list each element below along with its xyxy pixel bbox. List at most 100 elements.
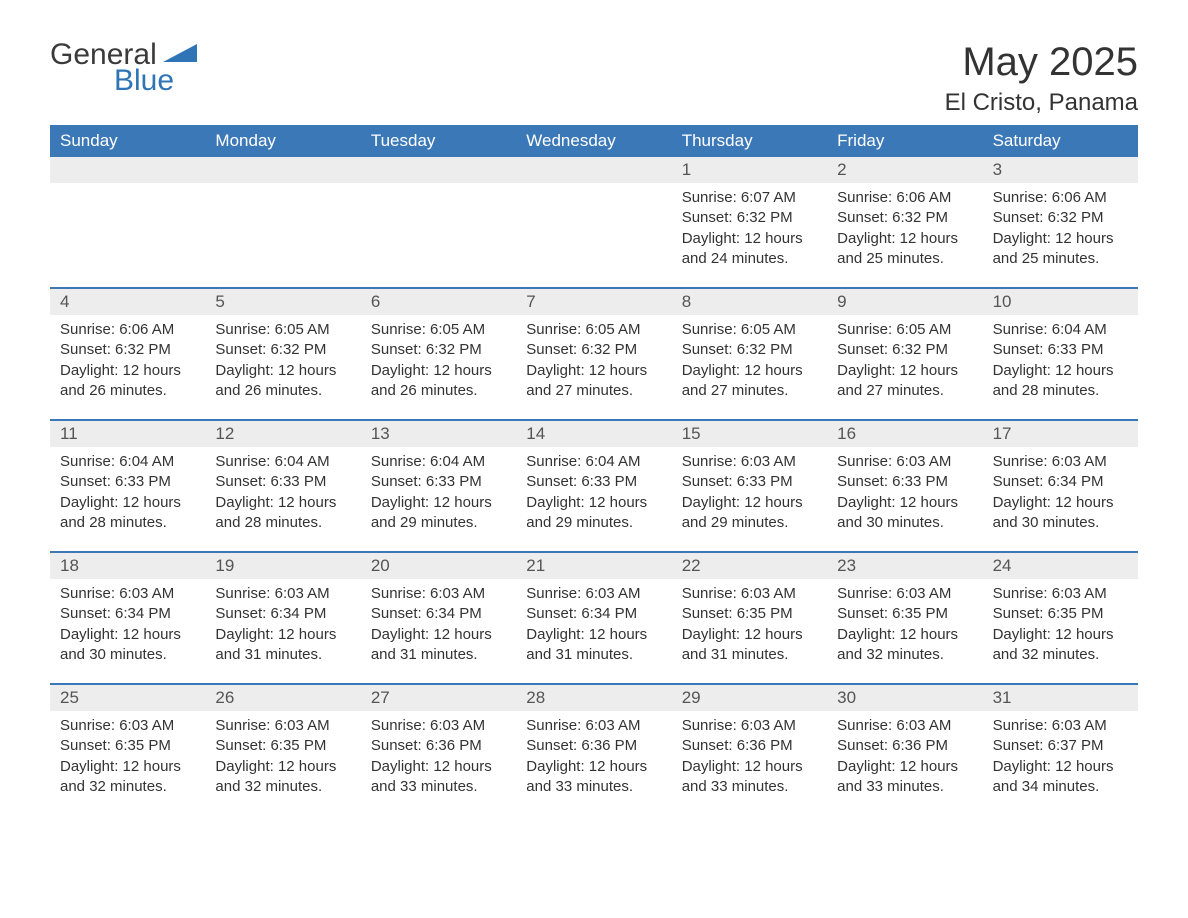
day-number: 9 bbox=[827, 289, 982, 315]
daylight-line: Daylight: 12 hours and 31 minutes. bbox=[371, 625, 506, 666]
sunset-line: Sunset: 6:32 PM bbox=[60, 340, 195, 360]
sunrise-line: Sunrise: 6:03 AM bbox=[60, 584, 195, 604]
sunset-line: Sunset: 6:33 PM bbox=[993, 340, 1128, 360]
sunset-line: Sunset: 6:32 PM bbox=[215, 340, 350, 360]
daylight-line: Daylight: 12 hours and 28 minutes. bbox=[993, 361, 1128, 402]
sunset-line: Sunset: 6:33 PM bbox=[526, 472, 661, 492]
day-header-cell: Sunday bbox=[50, 125, 205, 157]
sunrise-line: Sunrise: 6:05 AM bbox=[526, 320, 661, 340]
sunrise-line: Sunrise: 6:03 AM bbox=[837, 452, 972, 472]
day-number: 17 bbox=[983, 421, 1138, 447]
sunrise-line: Sunrise: 6:05 AM bbox=[215, 320, 350, 340]
daynum-row: 11121314151617 bbox=[50, 421, 1138, 447]
day-data bbox=[361, 183, 516, 287]
sunrise-line: Sunrise: 6:05 AM bbox=[371, 320, 506, 340]
sunrise-line: Sunrise: 6:03 AM bbox=[993, 452, 1128, 472]
sunrise-line: Sunrise: 6:04 AM bbox=[993, 320, 1128, 340]
sunset-line: Sunset: 6:34 PM bbox=[371, 604, 506, 624]
sunrise-line: Sunrise: 6:03 AM bbox=[682, 452, 817, 472]
calendar: SundayMondayTuesdayWednesdayThursdayFrid… bbox=[50, 125, 1138, 815]
sunrise-line: Sunrise: 6:04 AM bbox=[215, 452, 350, 472]
day-number: 31 bbox=[983, 685, 1138, 711]
sunrise-line: Sunrise: 6:03 AM bbox=[682, 584, 817, 604]
day-data: Sunrise: 6:05 AMSunset: 6:32 PMDaylight:… bbox=[516, 315, 671, 419]
day-data: Sunrise: 6:06 AMSunset: 6:32 PMDaylight:… bbox=[983, 183, 1138, 287]
daylight-line: Daylight: 12 hours and 34 minutes. bbox=[993, 757, 1128, 798]
sunrise-line: Sunrise: 6:04 AM bbox=[526, 452, 661, 472]
day-number: 24 bbox=[983, 553, 1138, 579]
day-data: Sunrise: 6:04 AMSunset: 6:33 PMDaylight:… bbox=[361, 447, 516, 551]
day-number bbox=[50, 157, 205, 183]
header: General Blue May 2025 El Cristo, Panama bbox=[50, 40, 1138, 117]
sunrise-line: Sunrise: 6:07 AM bbox=[682, 188, 817, 208]
sunset-line: Sunset: 6:32 PM bbox=[682, 340, 817, 360]
day-number: 29 bbox=[672, 685, 827, 711]
day-number: 28 bbox=[516, 685, 671, 711]
daylight-line: Daylight: 12 hours and 30 minutes. bbox=[993, 493, 1128, 534]
day-number bbox=[516, 157, 671, 183]
day-number: 30 bbox=[827, 685, 982, 711]
sunrise-line: Sunrise: 6:03 AM bbox=[371, 716, 506, 736]
daydata-row: Sunrise: 6:03 AMSunset: 6:35 PMDaylight:… bbox=[50, 711, 1138, 815]
daylight-line: Daylight: 12 hours and 33 minutes. bbox=[371, 757, 506, 798]
day-number: 11 bbox=[50, 421, 205, 447]
sunrise-line: Sunrise: 6:04 AM bbox=[371, 452, 506, 472]
day-data: Sunrise: 6:03 AMSunset: 6:34 PMDaylight:… bbox=[516, 579, 671, 683]
day-data: Sunrise: 6:03 AMSunset: 6:34 PMDaylight:… bbox=[50, 579, 205, 683]
sunset-line: Sunset: 6:33 PM bbox=[837, 472, 972, 492]
daylight-line: Daylight: 12 hours and 32 minutes. bbox=[215, 757, 350, 798]
sunrise-line: Sunrise: 6:05 AM bbox=[682, 320, 817, 340]
daylight-line: Daylight: 12 hours and 25 minutes. bbox=[993, 229, 1128, 270]
sunrise-line: Sunrise: 6:06 AM bbox=[60, 320, 195, 340]
day-data: Sunrise: 6:03 AMSunset: 6:33 PMDaylight:… bbox=[827, 447, 982, 551]
day-data: Sunrise: 6:03 AMSunset: 6:34 PMDaylight:… bbox=[205, 579, 360, 683]
sunset-line: Sunset: 6:33 PM bbox=[371, 472, 506, 492]
day-number: 8 bbox=[672, 289, 827, 315]
day-number: 20 bbox=[361, 553, 516, 579]
day-number: 18 bbox=[50, 553, 205, 579]
daylight-line: Daylight: 12 hours and 26 minutes. bbox=[371, 361, 506, 402]
sunrise-line: Sunrise: 6:03 AM bbox=[526, 716, 661, 736]
day-number: 16 bbox=[827, 421, 982, 447]
day-data: Sunrise: 6:03 AMSunset: 6:33 PMDaylight:… bbox=[672, 447, 827, 551]
day-number: 2 bbox=[827, 157, 982, 183]
sunset-line: Sunset: 6:37 PM bbox=[993, 736, 1128, 756]
daylight-line: Daylight: 12 hours and 27 minutes. bbox=[526, 361, 661, 402]
daynum-row: 123 bbox=[50, 157, 1138, 183]
day-data: Sunrise: 6:03 AMSunset: 6:35 PMDaylight:… bbox=[50, 711, 205, 815]
daylight-line: Daylight: 12 hours and 27 minutes. bbox=[837, 361, 972, 402]
sunrise-line: Sunrise: 6:03 AM bbox=[837, 716, 972, 736]
day-data: Sunrise: 6:03 AMSunset: 6:36 PMDaylight:… bbox=[516, 711, 671, 815]
month-title: May 2025 bbox=[945, 40, 1138, 85]
daylight-line: Daylight: 12 hours and 27 minutes. bbox=[682, 361, 817, 402]
day-number bbox=[205, 157, 360, 183]
day-number: 25 bbox=[50, 685, 205, 711]
day-number: 15 bbox=[672, 421, 827, 447]
sunrise-line: Sunrise: 6:03 AM bbox=[60, 716, 195, 736]
daynum-row: 45678910 bbox=[50, 289, 1138, 315]
day-data: Sunrise: 6:04 AMSunset: 6:33 PMDaylight:… bbox=[50, 447, 205, 551]
daylight-line: Daylight: 12 hours and 30 minutes. bbox=[60, 625, 195, 666]
daydata-row: Sunrise: 6:04 AMSunset: 6:33 PMDaylight:… bbox=[50, 447, 1138, 551]
day-data: Sunrise: 6:05 AMSunset: 6:32 PMDaylight:… bbox=[827, 315, 982, 419]
day-header-cell: Saturday bbox=[983, 125, 1138, 157]
day-header-cell: Thursday bbox=[672, 125, 827, 157]
daylight-line: Daylight: 12 hours and 33 minutes. bbox=[682, 757, 817, 798]
logo-word-2: Blue bbox=[114, 66, 197, 96]
sunset-line: Sunset: 6:33 PM bbox=[60, 472, 195, 492]
title-block: May 2025 El Cristo, Panama bbox=[945, 40, 1138, 117]
day-data: Sunrise: 6:05 AMSunset: 6:32 PMDaylight:… bbox=[672, 315, 827, 419]
daylight-line: Daylight: 12 hours and 31 minutes. bbox=[526, 625, 661, 666]
daylight-line: Daylight: 12 hours and 26 minutes. bbox=[215, 361, 350, 402]
day-data: Sunrise: 6:03 AMSunset: 6:34 PMDaylight:… bbox=[361, 579, 516, 683]
daynum-row: 18192021222324 bbox=[50, 553, 1138, 579]
day-data: Sunrise: 6:04 AMSunset: 6:33 PMDaylight:… bbox=[983, 315, 1138, 419]
day-number bbox=[361, 157, 516, 183]
calendar-week: 25262728293031Sunrise: 6:03 AMSunset: 6:… bbox=[50, 683, 1138, 815]
daylight-line: Daylight: 12 hours and 31 minutes. bbox=[682, 625, 817, 666]
calendar-week: 123Sunrise: 6:07 AMSunset: 6:32 PMDaylig… bbox=[50, 157, 1138, 287]
sunset-line: Sunset: 6:35 PM bbox=[993, 604, 1128, 624]
daylight-line: Daylight: 12 hours and 28 minutes. bbox=[60, 493, 195, 534]
sunrise-line: Sunrise: 6:06 AM bbox=[837, 188, 972, 208]
day-data: Sunrise: 6:04 AMSunset: 6:33 PMDaylight:… bbox=[205, 447, 360, 551]
